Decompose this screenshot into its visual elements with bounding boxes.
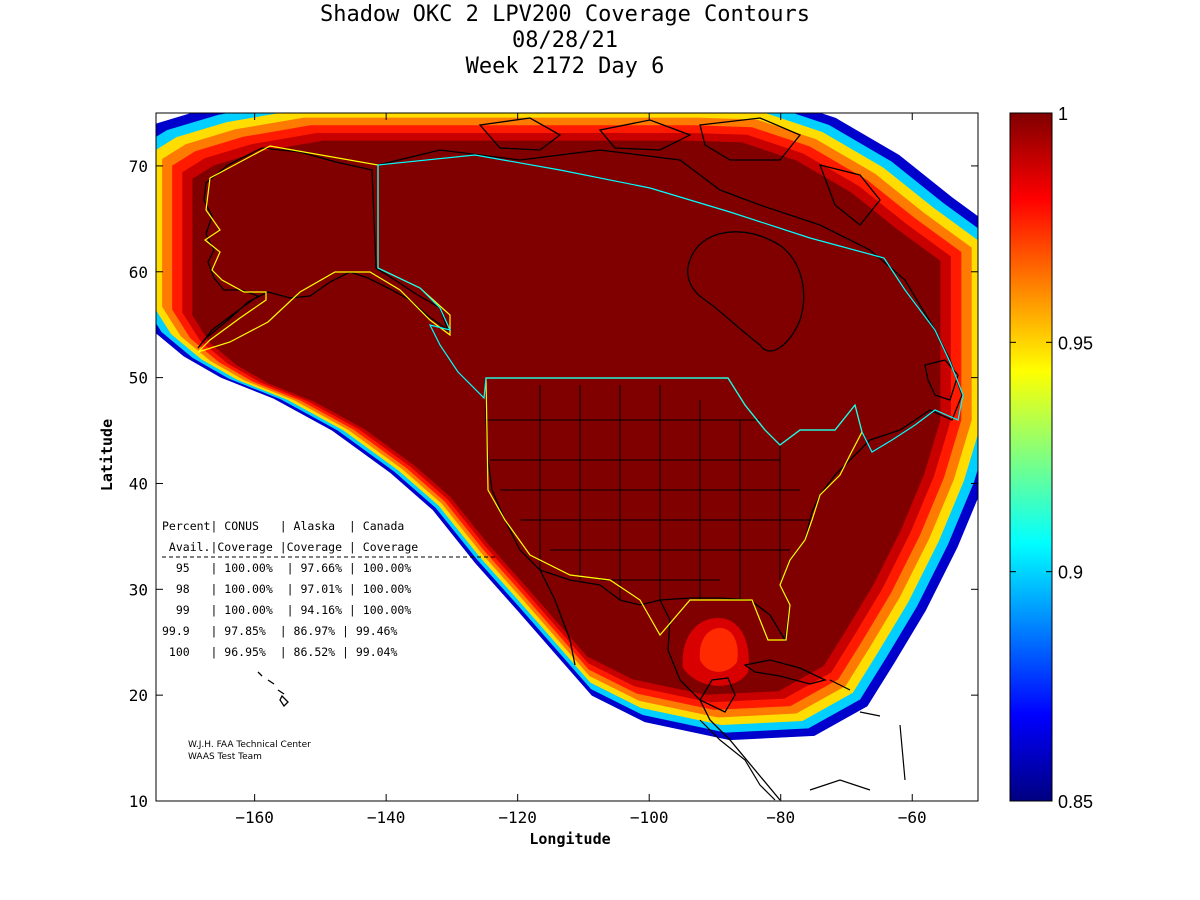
yucatan	[699, 677, 736, 713]
x-axis-ticks: −160 −140 −120 −100 −80 −60	[235, 113, 927, 827]
state-lines-horizontal	[486, 419, 810, 581]
hawaii	[257, 671, 289, 708]
plot-frame	[155, 112, 979, 802]
x-axis-label: Longitude	[529, 830, 610, 848]
stats-header-line-1: Percent| CONUS | Alaska | Canada	[162, 519, 404, 533]
plot-area: Percent| CONUS | Alaska | Canada Avail.|…	[156, 113, 978, 801]
y-tick-label: 30	[129, 580, 148, 599]
stats-header-line-2: Avail.|Coverage |Coverage | Coverage	[162, 540, 418, 554]
us-state-borders	[486, 385, 810, 600]
gulf-coverage-hole-inner	[699, 628, 738, 672]
credit-line-1: W.J.H. FAA Technical Center	[188, 740, 311, 750]
stats-row: 95 | 100.00% | 97.66% | 100.00%	[162, 561, 411, 575]
y-tick-label: 20	[129, 686, 148, 705]
coastlines	[197, 117, 963, 801]
y-tick-label: 10	[129, 792, 148, 811]
colorbar-ticks: 0.85 0.9 0.95 1	[1010, 104, 1093, 812]
stats-row: 99 | 100.00% | 94.16% | 100.00%	[162, 603, 411, 617]
chart-title-line-2: 08/28/21	[512, 28, 618, 53]
alaska-coastline	[197, 147, 450, 349]
alaska-boundary	[197, 145, 451, 353]
y-tick-label: 50	[129, 369, 148, 388]
y-tick-label: 40	[129, 474, 148, 493]
credit: W.J.H. FAA Technical Center WAAS Test Te…	[188, 740, 311, 762]
x-tick-label: −160	[235, 808, 274, 827]
cuba	[743, 659, 827, 685]
coverage-statistics-table: Percent| CONUS | Alaska | Canada Avail.|…	[162, 519, 495, 659]
stats-row: 99.9 | 97.85% | 86.97% | 99.46%	[162, 624, 397, 638]
region-boundaries	[197, 145, 964, 641]
newfoundland	[924, 359, 959, 401]
central-america-outline	[699, 719, 776, 801]
coverage-bands	[156, 113, 978, 741]
mexico-coast	[539, 569, 781, 801]
y-tick-label: 60	[129, 263, 148, 282]
y-axis-ticks: 10 20 30 40 50 60 70	[129, 157, 978, 811]
central-america	[699, 679, 906, 801]
colorbar	[1009, 112, 1053, 802]
stats-row: 98 | 100.00% | 97.01% | 100.00%	[162, 582, 411, 596]
y-tick-label: 70	[129, 157, 148, 176]
stats-row: 100 | 96.95% | 86.52% | 99.04%	[162, 645, 397, 659]
x-tick-label: −80	[766, 808, 795, 827]
colorbar-tick-label: 0.85	[1058, 792, 1093, 812]
colorbar-tick-label: 0.9	[1058, 563, 1083, 583]
caribbean-islands	[809, 679, 906, 791]
canada-coastline	[377, 149, 963, 461]
x-tick-label: −140	[367, 808, 406, 827]
chart-title-line-3: Week 2172 Day 6	[465, 54, 665, 79]
hudson-bay	[687, 231, 805, 352]
y-axis-label: Latitude	[98, 419, 116, 491]
state-lines-vertical	[539, 385, 781, 600]
x-tick-label: −120	[498, 808, 537, 827]
chart-title-line-1: Shadow OKC 2 LPV200 Coverage Contours	[319, 2, 811, 27]
arctic-islands	[478, 117, 881, 226]
canada-boundary	[377, 154, 964, 453]
colorbar-tick-label: 0.95	[1058, 333, 1093, 353]
coverage-band-full	[192, 140, 941, 695]
colorbar-tick-label: 1	[1058, 104, 1068, 124]
x-tick-label: −100	[630, 808, 669, 827]
credit-line-2: WAAS Test Team	[188, 752, 262, 762]
x-tick-label: −60	[898, 808, 927, 827]
